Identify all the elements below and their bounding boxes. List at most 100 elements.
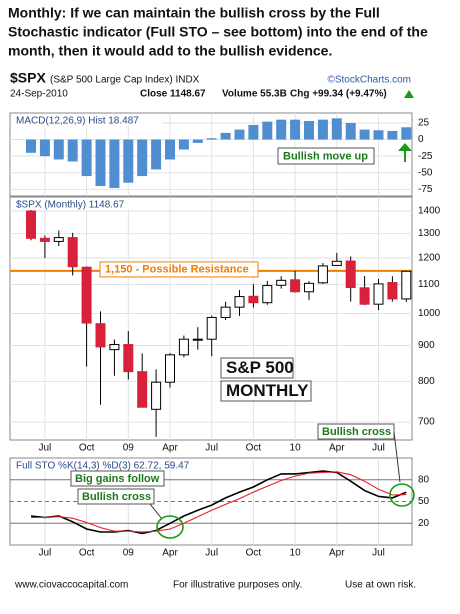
x-tick-label: Apr xyxy=(162,443,178,454)
annotation: Big gains follow xyxy=(75,473,160,485)
x-tick-label: 10 xyxy=(290,548,302,559)
annotation-box xyxy=(277,147,375,165)
histogram-bar xyxy=(109,139,120,189)
candle-body xyxy=(276,279,287,286)
index-name: (S&P 500 Large Cap Index) INDX xyxy=(50,75,200,86)
annotation: Bullish cross xyxy=(82,491,151,503)
annotation-box xyxy=(70,470,165,487)
symbol: $SPX xyxy=(10,70,46,86)
histogram-bar xyxy=(220,132,231,140)
x-tick-label: 09 xyxy=(123,443,135,454)
histogram-bar xyxy=(178,139,189,150)
candle-body xyxy=(95,323,106,348)
histogram-bar xyxy=(165,139,175,160)
y-tick-label: 50 xyxy=(418,496,430,507)
candle-body xyxy=(26,210,36,239)
x-tick-label: Jul xyxy=(372,548,385,559)
y-tick-label: 1000 xyxy=(418,308,441,319)
candle-body xyxy=(165,354,175,383)
panels: 25 0 -25 -50 -75 MACD(12,26,9) Hist 18.487 700… xyxy=(9,112,441,559)
histogram-bar xyxy=(401,127,412,140)
footer-text: www.ciovaccocapital.com xyxy=(14,580,128,591)
highlight-circle xyxy=(156,515,184,539)
y-tick-label: 1400 xyxy=(418,206,441,217)
y-tick-label: 1100 xyxy=(418,279,440,290)
annotation-arrow xyxy=(398,143,412,162)
source: ©StockCharts.com xyxy=(327,75,411,86)
x-tick-label: Jul xyxy=(372,443,385,454)
candle-body xyxy=(192,338,203,341)
y-tick-label: 80 xyxy=(418,474,430,485)
resistance-box xyxy=(99,261,259,278)
histogram-bar xyxy=(81,139,92,177)
histogram-bar xyxy=(331,118,342,140)
candle-body xyxy=(234,296,245,308)
x-tick-label: Oct xyxy=(79,548,95,559)
annotation: S&P 500 xyxy=(226,358,294,377)
candle-body xyxy=(206,316,217,340)
candle-body xyxy=(345,260,356,289)
candle-body xyxy=(220,306,231,318)
x-tick-label: 10 xyxy=(290,443,302,454)
x-tick-label: Oct xyxy=(246,548,262,559)
histogram-bar xyxy=(26,139,36,153)
x-tick-label: Jul xyxy=(39,443,52,454)
histogram-bar xyxy=(53,139,64,160)
histogram-bar xyxy=(206,138,217,140)
y-tick-label: 700 xyxy=(418,417,435,428)
candle-body xyxy=(262,285,273,304)
histogram-bar xyxy=(67,139,78,162)
x-tick-label: Apr xyxy=(162,548,178,559)
candle-body xyxy=(178,338,189,356)
x-tick-label: Apr xyxy=(329,548,345,559)
stochastic-line xyxy=(30,470,407,535)
panel-title: MACD(12,26,9) Hist 18.487 xyxy=(16,116,139,127)
footer-text: Use at own risk. xyxy=(345,580,416,591)
panel-title: Full STO %K(14,3) %D(3) 62.72, 59.47 xyxy=(16,461,190,472)
candle-body xyxy=(401,270,412,300)
candle-body xyxy=(304,282,314,293)
candle-body xyxy=(137,371,148,408)
candle-body xyxy=(53,237,64,242)
candle-body xyxy=(248,295,259,304)
candle-body xyxy=(123,344,134,373)
footer-text: For illustrative purposes only. xyxy=(173,580,302,591)
y-tick-label: 25 xyxy=(418,118,430,129)
histogram-bar xyxy=(234,129,245,140)
panel-title: $SPX (Monthly) 1148.67 xyxy=(16,200,125,211)
candle-body xyxy=(387,282,398,300)
histogram-bar xyxy=(373,130,384,140)
histogram-bar xyxy=(276,119,287,140)
candle-body xyxy=(67,237,78,268)
histogram-bar xyxy=(262,121,273,140)
histogram-bar xyxy=(387,130,398,140)
histogram-bar xyxy=(359,129,370,140)
note-line: Stochastic indicator (Full STO – see bot… xyxy=(8,24,428,40)
y-tick-label: -50 xyxy=(418,167,433,178)
histogram-bar xyxy=(317,119,328,140)
histogram-bar xyxy=(39,139,50,157)
candle-body xyxy=(331,260,342,266)
close: Close 1148.67 xyxy=(140,89,206,100)
y-tick-label: -25 xyxy=(418,151,433,162)
x-tick-label: Oct xyxy=(79,443,95,454)
y-tick-label: 1200 xyxy=(418,253,441,264)
legend-bg xyxy=(12,460,162,471)
annotation-box xyxy=(220,380,312,402)
histogram-bar xyxy=(345,122,356,140)
annotation-box xyxy=(220,357,294,379)
y-tick-label: 900 xyxy=(418,340,435,351)
annotation: MONTHLY xyxy=(226,381,309,400)
note-line: Monthly: If we can maintain the bullish … xyxy=(8,5,380,21)
histogram-bar xyxy=(290,119,301,140)
note-line: month, then it would add to the bullish … xyxy=(8,43,332,59)
stochastic-line xyxy=(31,471,407,533)
candle-body xyxy=(151,381,162,410)
y-tick-label: 0 xyxy=(418,134,424,145)
histogram-bar xyxy=(151,139,162,170)
change: Chg +99.34 (+9.47%) xyxy=(290,89,387,100)
candle-body xyxy=(317,265,328,284)
histogram-bar xyxy=(123,139,134,183)
histogram-bar xyxy=(95,139,106,187)
